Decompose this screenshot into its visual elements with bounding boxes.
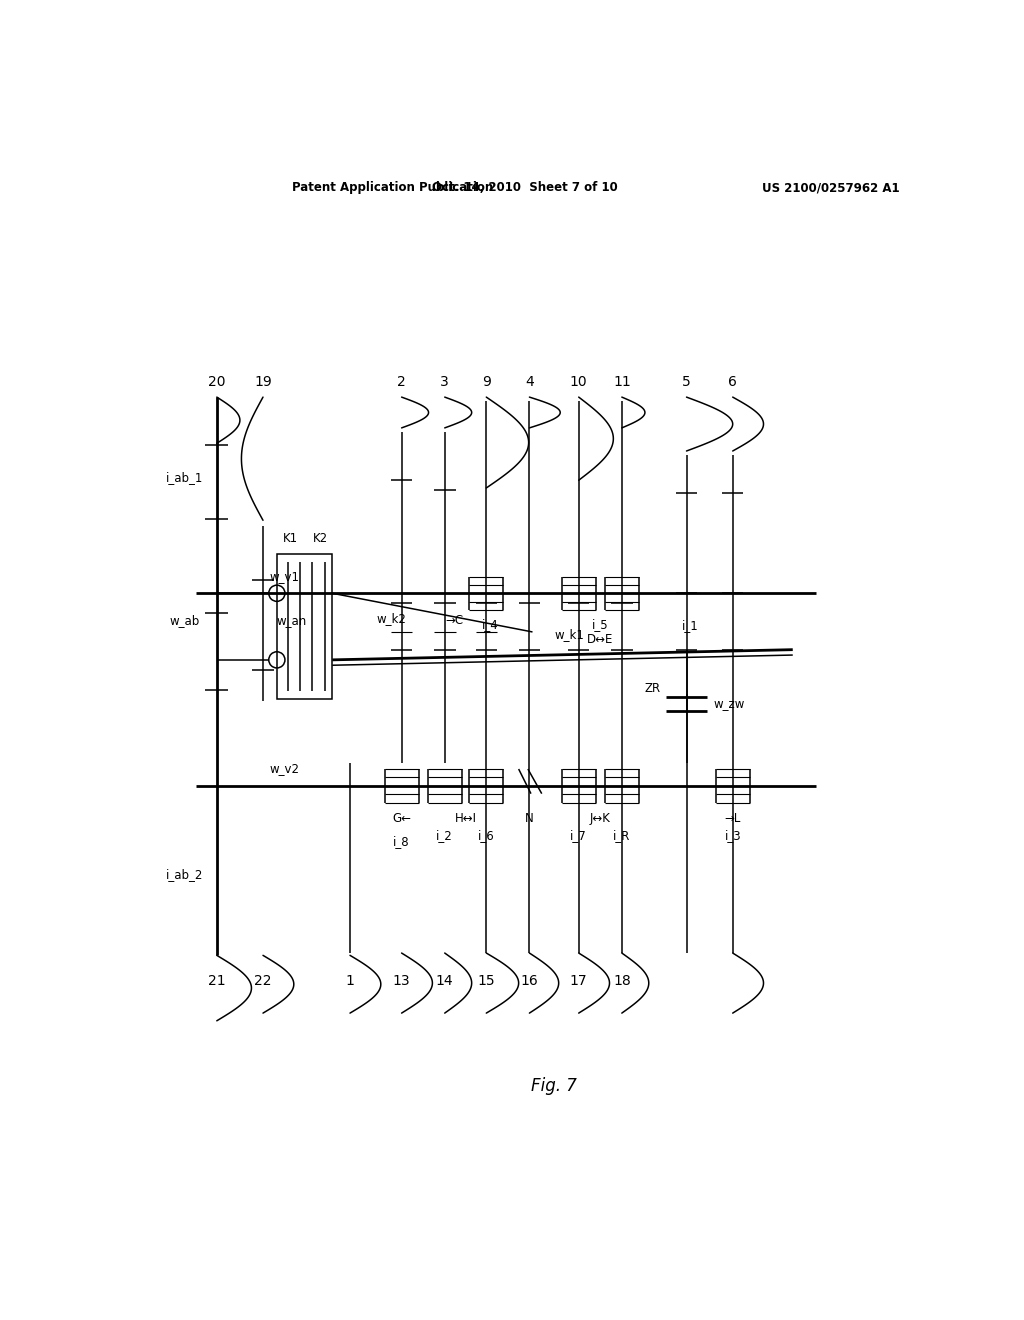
Text: 9: 9 [482,375,490,388]
Text: 10: 10 [570,375,588,388]
Text: i_6: i_6 [478,829,495,842]
Text: 20: 20 [208,375,225,388]
Text: i_4: i_4 [481,618,499,631]
Bar [276,554,333,700]
Text: ZR: ZR [645,681,662,694]
Text: 22: 22 [254,974,271,987]
Text: w_k2: w_k2 [377,611,407,624]
Text: Fig. 7: Fig. 7 [531,1077,577,1096]
Text: 4: 4 [525,375,534,388]
Text: D↔E: D↔E [587,634,613,647]
Text: 18: 18 [613,974,631,987]
Text: i_8: i_8 [393,834,410,847]
Text: G←: G← [392,812,411,825]
Text: 2: 2 [397,375,406,388]
Text: 5: 5 [682,375,691,388]
Text: 11: 11 [613,375,631,388]
Text: 13: 13 [393,974,411,987]
Text: Oct. 14, 2010  Sheet 7 of 10: Oct. 14, 2010 Sheet 7 of 10 [432,181,617,194]
Text: w_ab: w_ab [169,614,200,627]
Text: i_1: i_1 [682,619,698,632]
Text: 15: 15 [477,974,496,987]
Text: →L: →L [725,812,741,825]
Text: J↔K: J↔K [590,812,610,825]
Text: 17: 17 [570,974,588,987]
Text: w_v1: w_v1 [269,570,299,583]
Text: i_R: i_R [613,829,631,842]
Text: K2: K2 [312,532,328,545]
Text: H↔I: H↔I [455,812,476,825]
Text: 16: 16 [520,974,539,987]
Text: w_k1: w_k1 [554,628,584,640]
Text: w_v2: w_v2 [269,763,299,776]
Text: i_ab_2: i_ab_2 [166,869,203,880]
Text: 3: 3 [440,375,450,388]
Text: 6: 6 [728,375,737,388]
Text: 19: 19 [254,375,272,388]
Text: i_2: i_2 [436,829,453,842]
Text: i_ab_1: i_ab_1 [166,471,203,484]
Text: Patent Application Publication: Patent Application Publication [292,181,494,194]
Text: K1: K1 [284,532,298,545]
Text: w_zw: w_zw [714,697,744,710]
Text: 14: 14 [436,974,454,987]
Text: N: N [525,812,534,825]
Text: 1: 1 [345,974,354,987]
Text: i_7: i_7 [570,829,587,842]
Text: →C: →C [445,614,463,627]
Text: w_an: w_an [276,614,307,627]
Text: 21: 21 [208,974,225,987]
Text: i_5: i_5 [592,618,608,631]
Text: US 2100/0257962 A1: US 2100/0257962 A1 [762,181,900,194]
Text: i_3: i_3 [724,829,741,842]
